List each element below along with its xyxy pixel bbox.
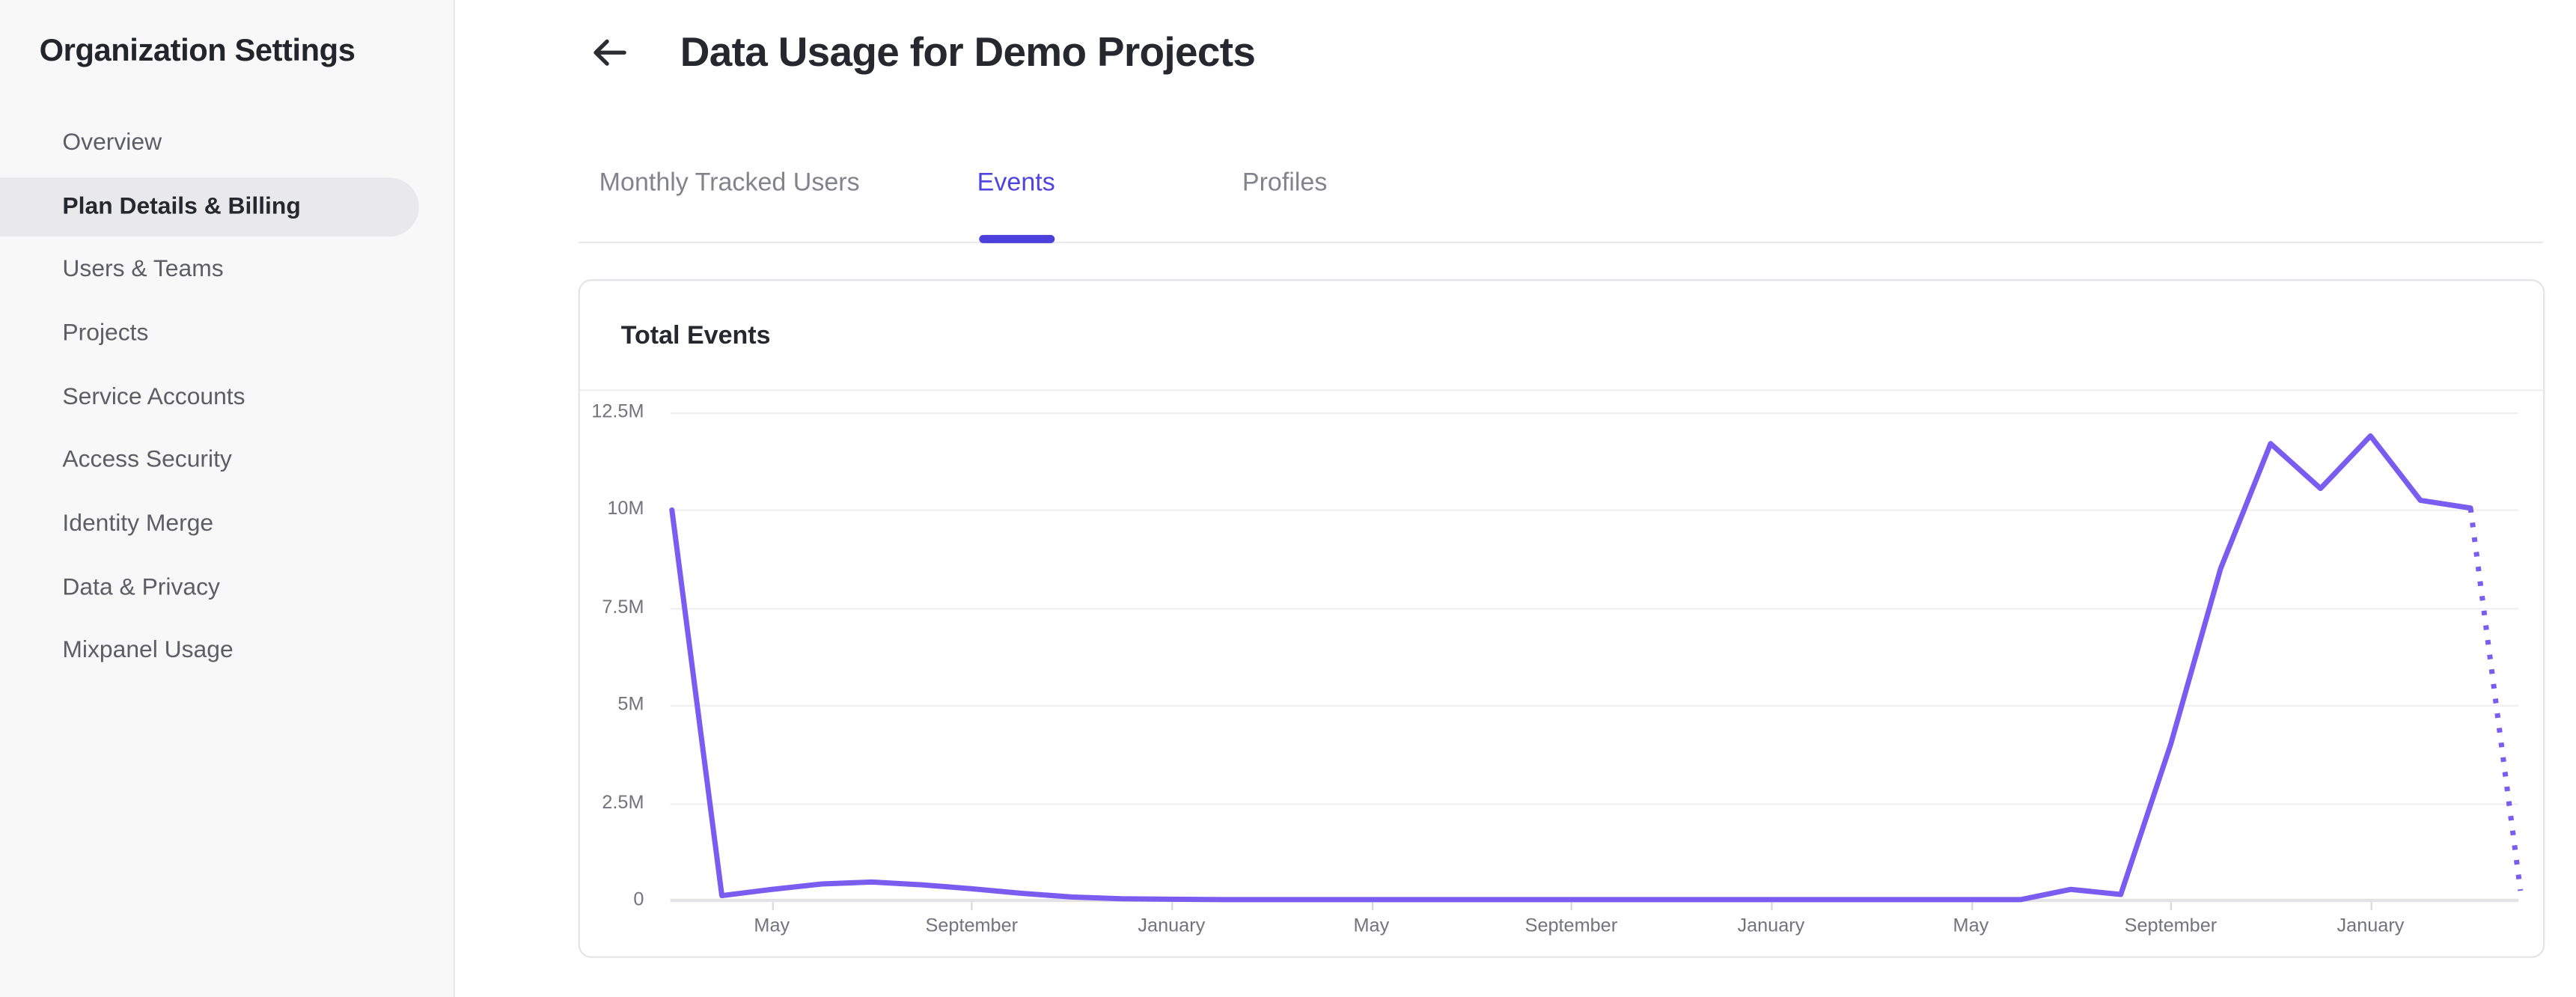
sidebar-item-mixpanel-usage[interactable]: Mixpanel Usage [62, 637, 234, 664]
tab-events[interactable]: Events [977, 169, 1055, 198]
gridline-7.5M [670, 607, 2519, 609]
x-axis-tick [1371, 902, 1373, 911]
tab-bottom-border [578, 241, 2544, 243]
card-header-divider [579, 389, 2544, 391]
y-axis-label: 0 [633, 890, 644, 911]
sidebar-item-users-teams[interactable]: Users & Teams [62, 256, 224, 283]
y-axis-label: 10M [607, 500, 644, 520]
sidebar-item-plan-details-billing[interactable]: Plan Details & Billing [0, 176, 419, 237]
gridline-10M [670, 510, 2519, 512]
page-title: Data Usage for Demo Projects [680, 29, 1256, 76]
sidebar-title: Organization Settings [39, 34, 355, 70]
x-axis-label: September [2124, 916, 2218, 937]
total-events-card [578, 279, 2545, 958]
sidebar-item-access-security[interactable]: Access Security [62, 447, 232, 474]
sidebar-item-projects[interactable]: Projects [62, 320, 149, 347]
x-axis-label: May [754, 916, 790, 937]
x-axis-tick [1571, 902, 1573, 911]
gridline-12.5M [670, 412, 2519, 415]
active-tab-underline [979, 234, 1054, 243]
x-axis-label: May [1953, 916, 1989, 937]
y-axis-label: 2.5M [602, 793, 644, 813]
sidebar-item-identity-merge[interactable]: Identity Merge [62, 510, 214, 537]
x-axis-tick [772, 902, 774, 911]
x-axis-tick [971, 902, 974, 911]
tab-monthly-tracked-users[interactable]: Monthly Tracked Users [599, 169, 860, 198]
x-axis-tick [2170, 902, 2173, 911]
gridline-0 [670, 898, 2519, 903]
x-axis-tick [1971, 902, 1973, 911]
y-axis-label: 12.5M [591, 402, 644, 423]
sidebar-item-data-privacy[interactable]: Data & Privacy [62, 574, 220, 601]
x-axis-label: January [1138, 916, 1206, 937]
arrow-left-icon [588, 31, 631, 74]
x-axis-tick [1771, 902, 1773, 911]
sidebar: Organization Settings Overview Plan Deta… [0, 0, 456, 997]
tab-profiles[interactable]: Profiles [1242, 169, 1328, 198]
sidebar-item-service-accounts[interactable]: Service Accounts [62, 383, 245, 410]
sidebar-item-overview[interactable]: Overview [62, 129, 162, 156]
chart-title: Total Events [620, 322, 771, 350]
x-axis-label: May [1353, 916, 1390, 937]
x-axis-label: January [2337, 916, 2405, 937]
x-axis-label: January [1737, 916, 1805, 937]
gridline-5M [670, 705, 2519, 707]
x-axis-label: September [925, 916, 1019, 937]
x-axis-tick [1171, 902, 1173, 911]
y-axis-label: 5M [617, 695, 644, 716]
x-axis-tick [2370, 902, 2372, 911]
y-axis-label: 7.5M [602, 597, 644, 618]
back-button[interactable] [585, 28, 634, 77]
gridline-2.5M [670, 802, 2519, 805]
x-axis-label: September [1524, 916, 1618, 937]
